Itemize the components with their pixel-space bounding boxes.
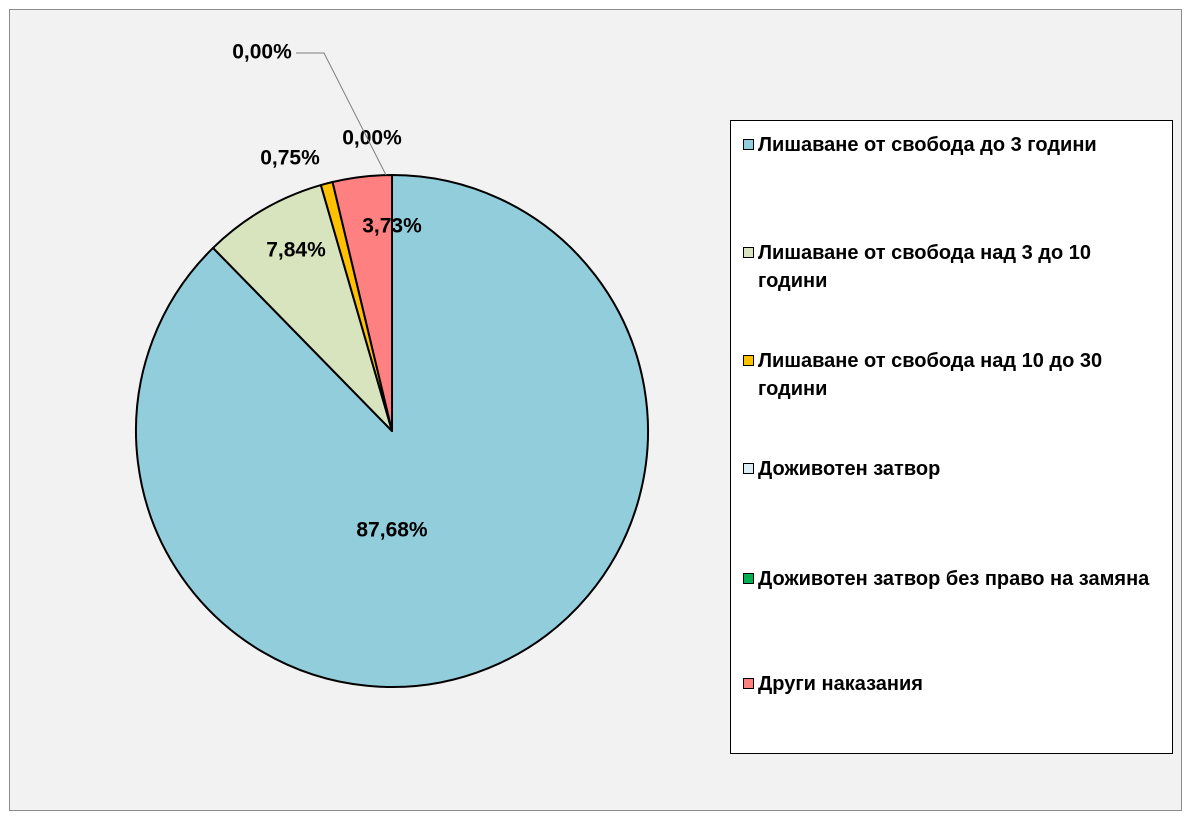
legend: Лишаване от свобода до 3 години Лишаване … [730,120,1173,754]
legend-item-0: Лишаване от свобода до 3 години [743,131,1163,159]
chart-area: 87,68% 7,84% 0,75% 0,00% 0,00% 3,73% Лишаване… [9,9,1182,811]
legend-item-1: Лишаване от свобода над 3 до 10 години [743,239,1163,295]
data-label-1: 7,84% [266,239,326,262]
data-label-2: 0,75% [260,147,320,170]
pie-chart: 87,68% 7,84% 0,75% 0,00% 0,00% 3,73% [135,41,649,688]
data-label-5: 3,73% [362,215,422,238]
data-label-0: 87,68% [356,519,428,542]
pie-slice-1 [212,184,393,432]
pie-slices [135,174,649,688]
legend-label-3: Доживотен затвор [758,458,941,480]
pie-slice-5 [331,174,393,432]
legend-label-0: Лишаване от свобода до 3 години [758,134,1097,156]
legend-label-4: Доживотен затвор без право на замяна [758,568,1150,590]
legend-swatch-1 [743,247,754,258]
pie-data-labels: 87,68% 7,84% 0,75% 0,00% 0,00% 3,73% [232,41,428,542]
legend-swatch-3 [743,463,754,474]
leader-line [296,52,387,176]
data-label-3: 0,00% [342,127,402,150]
legend-label-1: Лишаване от свобода над 3 до 10 години [758,242,1092,292]
legend-swatch-5 [743,678,754,689]
legend-item-2: Лишаване от свобода над 10 до 30 години [743,347,1163,403]
legend-item-5: Други наказания [743,670,1163,698]
data-label-4: 0,00% [232,41,292,64]
legend-swatch-4 [743,573,754,584]
legend-swatch-0 [743,139,754,150]
legend-item-4: Доживотен затвор без право на замяна [743,565,1163,593]
legend-label-2: Лишаване от свобода над 10 до 30 години [758,350,1103,400]
legend-swatch-2 [743,355,754,366]
legend-item-3: Доживотен затвор [743,455,1163,483]
legend-label-5: Други наказания [758,673,923,695]
